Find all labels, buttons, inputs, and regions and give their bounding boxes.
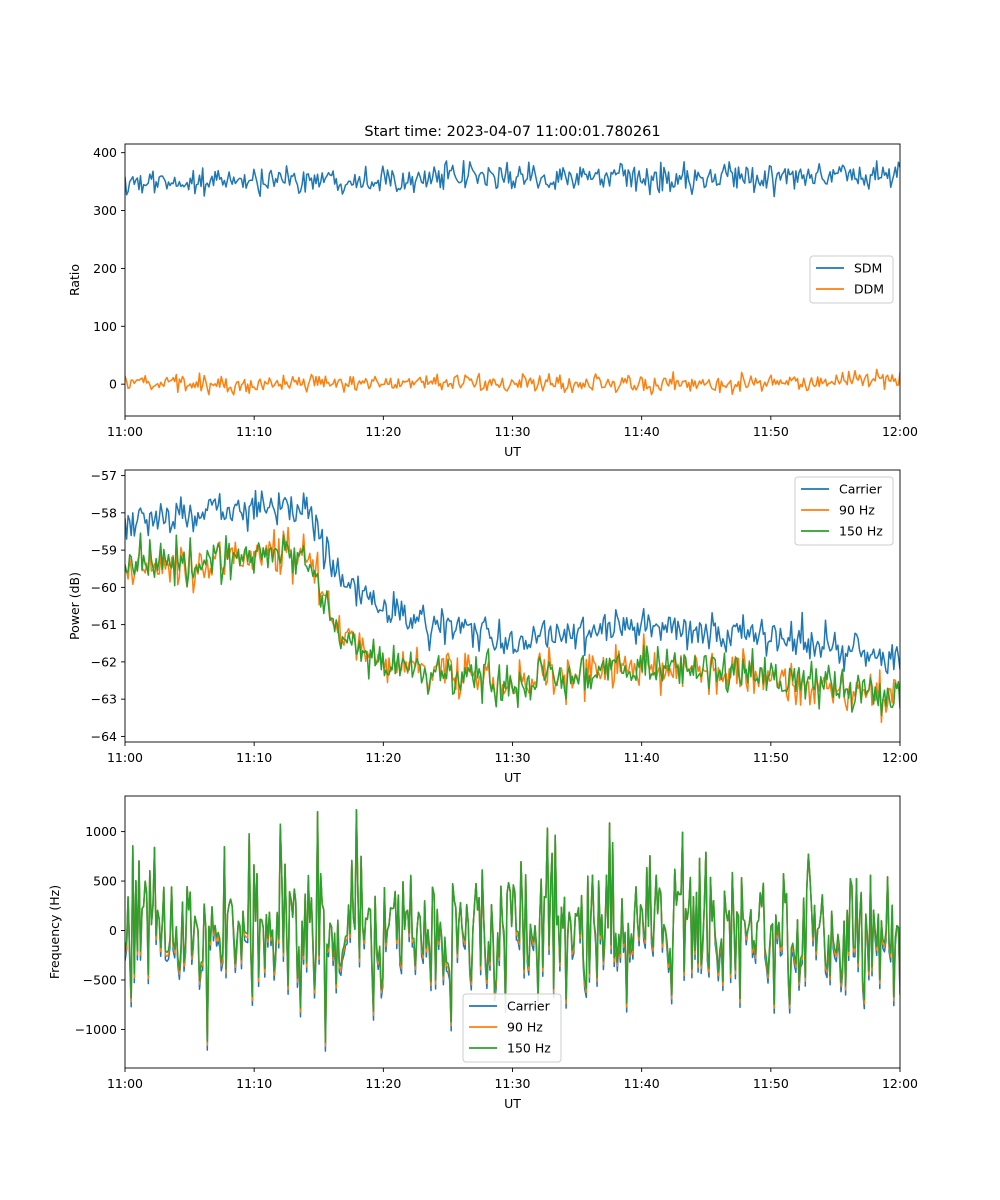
x-tick-label: 11:30	[494, 424, 530, 439]
x-axis-label: UT	[504, 444, 521, 459]
series-line-ddm	[125, 368, 900, 396]
x-tick-label: 11:50	[753, 424, 789, 439]
legend-box	[794, 476, 894, 546]
y-tick-label: 300	[93, 203, 117, 218]
x-tick-label: 11:10	[236, 1076, 272, 1091]
legend: Carrier 90 Hz 150 Hz	[794, 476, 894, 546]
x-tick-label: 12:00	[882, 424, 918, 439]
legend-entry: DDM	[854, 282, 884, 297]
y-tick-label: 200	[93, 261, 117, 276]
x-tick-label: 11:40	[624, 1076, 660, 1091]
x-tick-label: 12:00	[882, 750, 918, 765]
subplot-2: 11:00 11:10 11:20 11:30 11:40 11:50 12:00 −64 −6…	[67, 468, 918, 785]
y-tick-label: 500	[93, 874, 117, 889]
y-tick-label: −63	[91, 692, 117, 707]
legend-box	[462, 993, 562, 1063]
series-lines	[125, 809, 900, 1052]
legend: Carrier 90 Hz 150 Hz	[462, 993, 562, 1063]
x-tick-label: 11:40	[624, 750, 660, 765]
x-tick-label: 11:00	[107, 750, 143, 765]
figure-title: Start time: 2023-04-07 11:00:01.780261	[364, 124, 660, 140]
x-tick-label: 11:00	[107, 1076, 143, 1091]
y-axis-label: Ratio	[67, 264, 82, 296]
y-tick-label: −57	[91, 468, 117, 483]
y-tick-label: 400	[93, 145, 117, 160]
x-tick-label: 11:50	[753, 1076, 789, 1091]
y-tick-label: −1000	[75, 1022, 117, 1037]
y-tick-label: −64	[91, 729, 117, 744]
x-tick-label: 11:20	[365, 1076, 401, 1091]
legend-entry: 90 Hz	[839, 503, 875, 518]
series-line-sdm	[125, 159, 900, 198]
series-lines	[125, 489, 900, 724]
legend-entry: 150 Hz	[507, 1041, 551, 1056]
y-tick-label: −500	[83, 972, 117, 987]
y-axis-label: Power (dB)	[67, 572, 82, 640]
subplot-1: 11:00 11:10 11:20 11:30 11:40 11:50 12:00 0 100 2…	[67, 143, 918, 459]
series-line-150-hz	[125, 809, 900, 1043]
legend-entry: SDM	[854, 261, 882, 276]
y-tick-label: −62	[91, 654, 117, 669]
y-tick-label: −61	[91, 617, 117, 632]
legend-entry: Carrier	[839, 482, 883, 497]
x-tick-label: 11:30	[494, 1076, 530, 1091]
y-tick-label: 100	[93, 319, 117, 334]
y-tick-label: −59	[91, 543, 117, 558]
y-tick-label: 1000	[85, 824, 117, 839]
x-tick-label: 11:10	[236, 750, 272, 765]
legend: SDM DDM	[809, 255, 894, 304]
y-tick-label: 0	[109, 377, 117, 392]
y-tick-label: −58	[91, 505, 117, 520]
x-axis-label: UT	[504, 770, 521, 785]
x-tick-label: 11:30	[494, 750, 530, 765]
x-tick-label: 11:20	[365, 424, 401, 439]
x-tick-label: 11:10	[236, 424, 272, 439]
subplots: 11:00 11:10 11:20 11:30 11:40 11:50 12:00 0 100 2…	[47, 143, 918, 1111]
legend-entry: Carrier	[507, 999, 551, 1014]
x-tick-label: 11:50	[753, 750, 789, 765]
y-axis-label: Frequency (Hz)	[47, 885, 62, 979]
series-line-carrier	[125, 489, 900, 675]
x-tick-label: 11:20	[365, 750, 401, 765]
x-tick-label: 12:00	[882, 1076, 918, 1091]
legend-entry: 150 Hz	[839, 524, 883, 539]
x-tick-label: 11:00	[107, 424, 143, 439]
subplot-3: 11:00 11:10 11:20 11:30 11:40 11:50 12:00 −1000…	[47, 795, 918, 1111]
legend-entry: 90 Hz	[507, 1020, 543, 1035]
x-axis-label: UT	[504, 1096, 521, 1111]
series-line-150-hz	[125, 532, 900, 717]
series-lines	[125, 159, 900, 396]
x-tick-label: 11:40	[624, 424, 660, 439]
y-tick-label: 0	[109, 923, 117, 938]
y-tick-label: −60	[91, 580, 117, 595]
